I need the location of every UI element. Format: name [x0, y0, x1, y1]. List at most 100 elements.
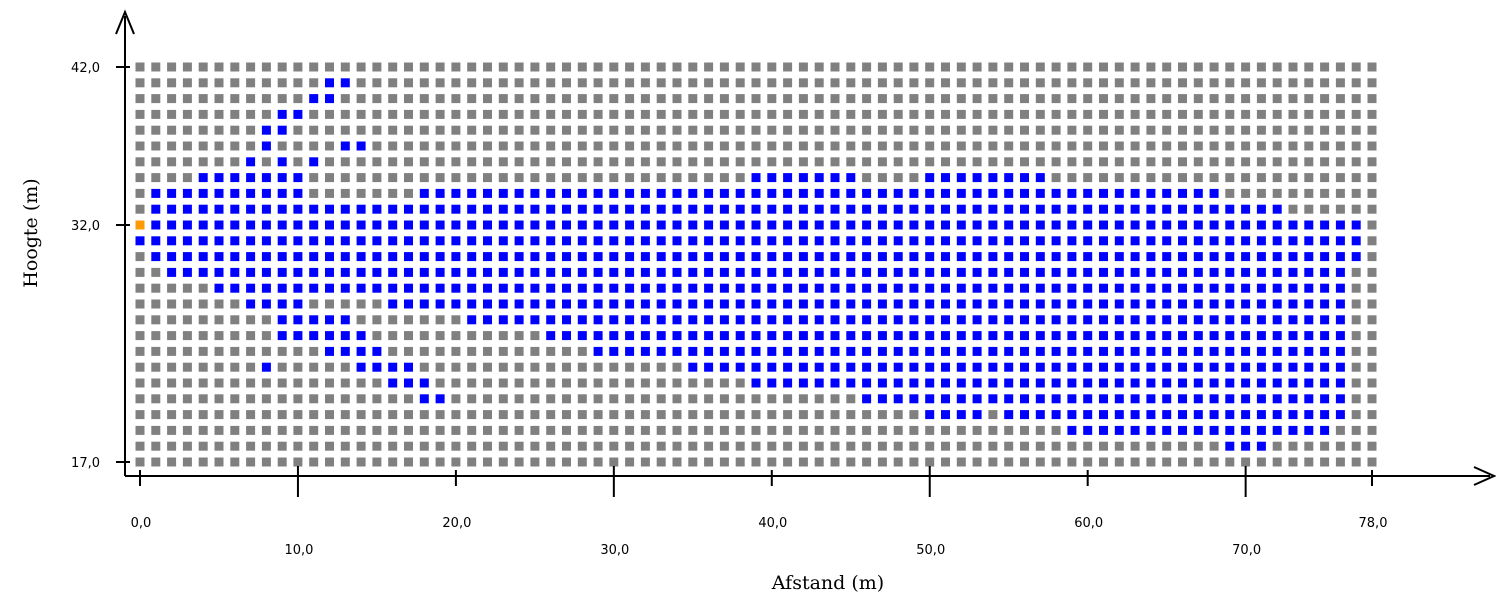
grid-cell [1367, 220, 1377, 230]
grid-cell [293, 62, 303, 72]
filled-cell [798, 362, 808, 372]
grid-cell [230, 457, 240, 467]
filled-cell [562, 252, 571, 262]
grid-cell [325, 173, 334, 183]
grid-cell [198, 410, 208, 420]
filled-cell [609, 236, 619, 246]
filled-cell [530, 204, 540, 214]
filled-cell [1241, 283, 1251, 293]
filled-cell [1035, 315, 1045, 325]
filled-cell [1209, 394, 1219, 404]
grid-cell [640, 378, 650, 388]
grid-cell [719, 94, 729, 104]
grid-cell [1304, 204, 1314, 214]
grid-cell [388, 315, 398, 325]
grid-cell [467, 346, 477, 356]
grid-cell [467, 457, 477, 467]
grid-cell [751, 441, 761, 451]
filled-cell [1256, 283, 1266, 293]
filled-cell [1241, 204, 1251, 214]
grid-cell [704, 141, 714, 151]
grid-cell [1209, 62, 1219, 72]
grid-cell [530, 410, 540, 420]
grid-cell [419, 141, 429, 151]
filled-cell [1320, 410, 1330, 420]
grid-cell [1367, 299, 1377, 309]
filled-cell [1178, 425, 1187, 435]
grid-cell [672, 410, 682, 420]
grid-cell [941, 125, 950, 135]
grid-cell [1067, 457, 1077, 467]
grid-cell [151, 283, 161, 293]
grid-cell [640, 62, 650, 72]
filled-cell [1020, 410, 1029, 420]
filled-cell [783, 204, 793, 214]
filled-cell [1193, 252, 1203, 262]
grid-cell [182, 283, 192, 293]
filled-cell [1067, 378, 1077, 388]
filled-cell [498, 188, 508, 198]
grid-cell [719, 457, 729, 467]
filled-cell [261, 220, 271, 230]
filled-cell [751, 331, 761, 341]
filled-cell [1020, 394, 1029, 404]
filled-cell [340, 315, 350, 325]
grid-cell [277, 362, 287, 372]
grid-cell [182, 157, 192, 167]
grid-cell [182, 94, 192, 104]
grid-cell [562, 125, 571, 135]
grid-cell [925, 141, 935, 151]
grid-cell [625, 362, 635, 372]
grid-cell [498, 125, 508, 135]
filled-cell [1020, 315, 1029, 325]
grid-cell [704, 441, 714, 451]
grid-cell [704, 394, 714, 404]
filled-cell [214, 220, 224, 230]
grid-cell [640, 157, 650, 167]
grid-cell [909, 173, 919, 183]
filled-cell [609, 204, 619, 214]
grid-cell [546, 441, 556, 451]
filled-cell [451, 283, 461, 293]
grid-cell [151, 62, 161, 72]
grid-cell [214, 125, 224, 135]
grid-cell [451, 125, 461, 135]
filled-cell [925, 346, 935, 356]
filled-cell [293, 331, 303, 341]
grid-cell [830, 109, 840, 119]
grid-cell [1004, 141, 1014, 151]
grid-cell [1367, 94, 1377, 104]
filled-cell [925, 378, 935, 388]
grid-cell [1193, 157, 1203, 167]
filled-cell [767, 236, 777, 246]
grid-cell [214, 141, 224, 151]
grid-cell [214, 315, 224, 325]
grid-cell [230, 315, 240, 325]
grid-cell [1035, 457, 1045, 467]
filled-cell [340, 331, 350, 341]
filled-cell [1114, 410, 1124, 420]
filled-cell [925, 267, 935, 277]
grid-cell [1351, 157, 1361, 167]
filled-cell [688, 220, 698, 230]
grid-cell [467, 62, 477, 72]
grid-cell [688, 394, 698, 404]
filled-cell [1272, 410, 1282, 420]
filled-cell [1067, 362, 1077, 372]
grid-cell [435, 331, 445, 341]
grid-cell [419, 157, 429, 167]
grid-cell [404, 173, 413, 183]
filled-cell [562, 299, 571, 309]
grid-cell [277, 410, 287, 420]
filled-cell [956, 252, 966, 262]
filled-cell [1209, 315, 1219, 325]
filled-cell [767, 173, 777, 183]
grid-cell [467, 78, 477, 88]
filled-cell [1335, 283, 1345, 293]
grid-cell [862, 78, 872, 88]
filled-cell [1193, 283, 1203, 293]
grid-cell [277, 441, 287, 451]
grid-cell [498, 94, 508, 104]
grid-cell [325, 394, 334, 404]
grid-cell [941, 457, 950, 467]
